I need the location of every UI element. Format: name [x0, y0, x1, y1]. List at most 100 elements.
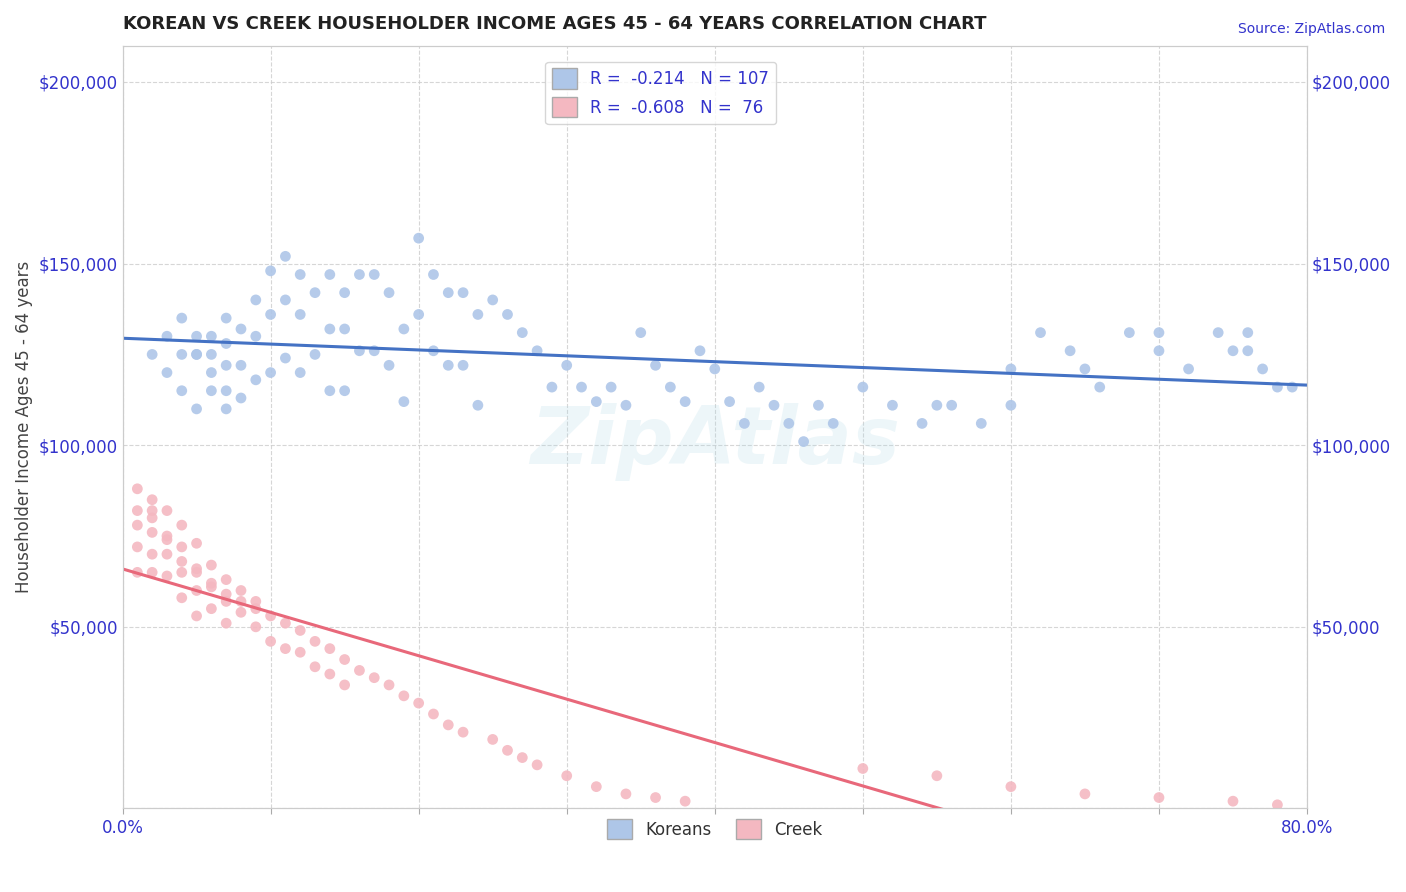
Point	[970, 417, 993, 431]
Point	[703, 362, 725, 376]
Point	[274, 641, 297, 656]
Point	[319, 384, 342, 398]
Point	[526, 757, 548, 772]
Point	[467, 398, 489, 412]
Point	[319, 641, 342, 656]
Point	[378, 285, 401, 300]
Point	[215, 587, 238, 601]
Text: Source: ZipAtlas.com: Source: ZipAtlas.com	[1237, 22, 1385, 37]
Point	[200, 366, 222, 380]
Point	[229, 583, 252, 598]
Point	[127, 540, 149, 554]
Point	[451, 285, 474, 300]
Point	[200, 580, 222, 594]
Point	[451, 359, 474, 373]
Point	[778, 417, 800, 431]
Point	[1000, 780, 1022, 794]
Text: ZipAtlas: ZipAtlas	[530, 403, 900, 482]
Point	[170, 347, 193, 361]
Point	[156, 547, 179, 561]
Point	[304, 660, 326, 674]
Point	[170, 518, 193, 533]
Legend: Koreans, Creek: Koreans, Creek	[600, 813, 830, 846]
Point	[823, 417, 845, 431]
Point	[229, 359, 252, 373]
Point	[200, 329, 222, 343]
Point	[141, 511, 163, 525]
Point	[467, 308, 489, 322]
Point	[630, 326, 652, 340]
Point	[1206, 326, 1229, 340]
Point	[319, 667, 342, 681]
Point	[245, 293, 267, 307]
Point	[408, 696, 430, 710]
Point	[290, 645, 312, 659]
Point	[555, 769, 578, 783]
Point	[186, 347, 208, 361]
Point	[259, 609, 281, 624]
Point	[941, 398, 963, 412]
Point	[141, 547, 163, 561]
Point	[127, 566, 149, 580]
Point	[156, 366, 179, 380]
Point	[156, 329, 179, 343]
Point	[1147, 343, 1170, 358]
Point	[215, 573, 238, 587]
Point	[526, 343, 548, 358]
Point	[274, 293, 297, 307]
Point	[245, 594, 267, 608]
Point	[555, 359, 578, 373]
Point	[127, 518, 149, 533]
Point	[422, 343, 444, 358]
Point	[349, 268, 371, 282]
Point	[245, 601, 267, 615]
Point	[585, 780, 607, 794]
Point	[1267, 797, 1289, 812]
Point	[290, 308, 312, 322]
Point	[1267, 380, 1289, 394]
Point	[481, 293, 503, 307]
Point	[141, 566, 163, 580]
Point	[200, 347, 222, 361]
Point	[718, 394, 741, 409]
Point	[229, 391, 252, 405]
Point	[1222, 794, 1244, 808]
Point	[186, 536, 208, 550]
Point	[1147, 326, 1170, 340]
Point	[422, 268, 444, 282]
Point	[585, 394, 607, 409]
Point	[170, 566, 193, 580]
Point	[659, 380, 682, 394]
Point	[170, 591, 193, 605]
Point	[1177, 362, 1199, 376]
Point	[496, 743, 519, 757]
Point	[349, 664, 371, 678]
Point	[186, 401, 208, 416]
Point	[762, 398, 785, 412]
Point	[911, 417, 934, 431]
Point	[408, 231, 430, 245]
Point	[290, 624, 312, 638]
Point	[1074, 787, 1097, 801]
Point	[333, 652, 356, 666]
Point	[215, 359, 238, 373]
Point	[793, 434, 815, 449]
Point	[215, 384, 238, 398]
Point	[748, 380, 770, 394]
Point	[333, 678, 356, 692]
Y-axis label: Householder Income Ages 45 - 64 years: Householder Income Ages 45 - 64 years	[15, 261, 32, 593]
Point	[333, 285, 356, 300]
Point	[215, 401, 238, 416]
Point	[571, 380, 593, 394]
Point	[333, 322, 356, 336]
Point	[1251, 362, 1274, 376]
Point	[274, 616, 297, 631]
Point	[1000, 398, 1022, 412]
Point	[319, 268, 342, 282]
Point	[882, 398, 904, 412]
Point	[1222, 343, 1244, 358]
Text: KOREAN VS CREEK HOUSEHOLDER INCOME AGES 45 - 64 YEARS CORRELATION CHART: KOREAN VS CREEK HOUSEHOLDER INCOME AGES …	[122, 15, 986, 33]
Point	[1029, 326, 1052, 340]
Point	[186, 609, 208, 624]
Point	[259, 264, 281, 278]
